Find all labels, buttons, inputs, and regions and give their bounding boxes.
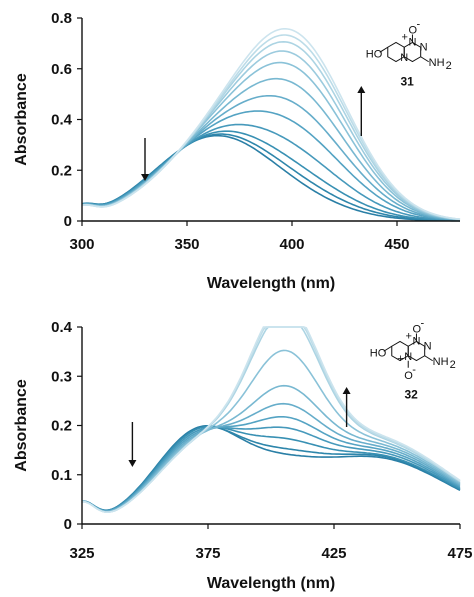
amine-subscript: 2 — [450, 359, 456, 371]
y-tick-label: 0.3 — [51, 368, 72, 385]
series-line-11 — [82, 326, 461, 514]
x-tick-label: 325 — [69, 545, 94, 562]
y-tick-label: 0.4 — [51, 319, 73, 336]
y-tick-label: 0 — [64, 516, 72, 533]
arrow-down-head — [141, 174, 149, 181]
x-tick-label: 475 — [447, 545, 472, 562]
compound-label: 31 — [400, 75, 414, 89]
series-line-10 — [81, 40, 461, 221]
x-tick-label: 350 — [174, 236, 199, 253]
compound-label: 32 — [404, 388, 418, 402]
hydroxy-label: HO — [366, 48, 383, 60]
charge-pos-top: + — [405, 331, 411, 343]
hydroxy-bond — [383, 345, 393, 352]
atom-n-bottom: N — [404, 351, 412, 363]
atom-n-side: N — [424, 340, 432, 352]
arrow-up-head — [357, 86, 366, 93]
y-tick-label: 0.4 — [51, 112, 73, 129]
series-line-7 — [82, 384, 461, 513]
chart-panel-1: 300 350 400 450 0 0.2 0.4 0.6 0.8 Wavelength (nm)… — [13, 10, 461, 292]
y-axis-label: Absorbance — [13, 379, 30, 472]
amine-label: NH — [429, 57, 445, 69]
hydroxy-label: HO — [370, 347, 387, 359]
y-tick-label: 0.8 — [51, 10, 72, 27]
series-line-4 — [81, 426, 461, 512]
series-line-5 — [81, 415, 461, 512]
atom-oxide-top: O — [412, 324, 421, 336]
series-line-1 — [82, 424, 461, 512]
series-line-2 — [81, 425, 461, 512]
y-tick-label: 0.2 — [51, 418, 72, 435]
atom-n-top: N — [412, 336, 420, 348]
charge-pos-bottom: + — [397, 353, 403, 365]
arrow-down-head — [128, 460, 137, 467]
y-axis-label: Absorbance — [13, 73, 30, 166]
charge-neg-top: - — [420, 318, 424, 330]
amine-bond — [424, 355, 433, 362]
atom-oxide-bottom: O — [404, 370, 413, 382]
amine-label: NH — [433, 356, 449, 368]
charge-neg-top: - — [416, 19, 420, 31]
x-tick-label: 375 — [195, 545, 220, 562]
x-tick-label: 450 — [384, 236, 409, 253]
series-line-6 — [81, 402, 461, 513]
triazine-ring — [403, 41, 422, 63]
arrow-up-head — [342, 387, 351, 394]
charge-pos-top: + — [401, 32, 407, 44]
series-line-4 — [81, 123, 461, 222]
atom-n-side: N — [420, 41, 428, 53]
series-line-12 — [81, 27, 461, 220]
series-line-3 — [82, 425, 461, 512]
amine-subscript: 2 — [446, 60, 452, 72]
hydroxy-bond — [379, 46, 389, 53]
amine-bond — [420, 56, 429, 63]
y-tick-label: 0 — [64, 213, 72, 230]
chart-panel-2: 325 375 425 475 0 0.1 0.2 0.3 0.4 Wavelength (nm)… — [13, 318, 473, 593]
atom-n-bottom: N — [400, 52, 408, 64]
x-axis-label: Wavelength (nm) — [207, 575, 335, 592]
x-tick-label: 300 — [69, 236, 94, 253]
atom-n-top: N — [408, 37, 416, 49]
charge-neg-bottom: - — [412, 364, 416, 376]
triazine-ring — [407, 340, 426, 362]
y-tick-label: 0.1 — [51, 467, 72, 484]
y-tick-label: 0.2 — [51, 162, 72, 179]
x-axis-label: Wavelength (nm) — [207, 275, 335, 292]
x-tick-label: 400 — [279, 236, 304, 253]
series-group — [81, 326, 461, 514]
atom-oxide-top: O — [408, 25, 417, 37]
x-tick-label: 425 — [321, 545, 346, 562]
y-tick-label: 0.6 — [51, 61, 72, 78]
